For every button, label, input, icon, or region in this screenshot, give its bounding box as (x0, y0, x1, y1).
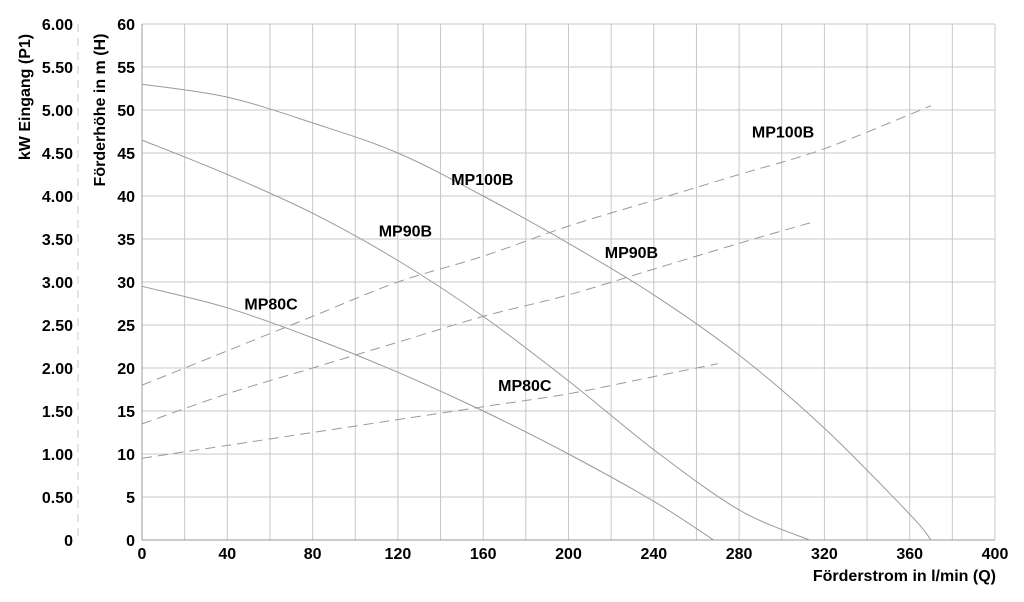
power-tick-label: 2.50 (42, 318, 73, 335)
x-tick-label: 120 (385, 546, 412, 563)
power-tick-label: 5.00 (42, 103, 73, 120)
curve-labels: MP100B MP90B MP80C MP100B MP90B MP80C (244, 125, 814, 396)
curve-mp90b-power (141, 221, 814, 425)
head-tick-label: 30 (117, 275, 135, 292)
head-tick-label: 50 (117, 103, 135, 120)
chart-grid (141, 23, 996, 541)
x-tick-label: 400 (982, 546, 1009, 563)
curve-mp90b-head (141, 139, 810, 541)
head-tick-label: 45 (117, 146, 135, 163)
power-tick-label: 4.00 (42, 189, 73, 206)
power-tick-label: 3.50 (42, 232, 73, 249)
x-tick-label: 0 (138, 546, 147, 563)
power-tick-label: 4.50 (42, 146, 73, 163)
power-tick-label: 5.50 (42, 60, 73, 77)
power-tick-label: 6.00 (42, 17, 73, 34)
curve-mp100b-power (141, 105, 932, 386)
head-tick-label: 10 (117, 447, 135, 464)
head-tick-label: 40 (117, 189, 135, 206)
curve-label-mp100b: MP100B (752, 125, 814, 142)
head-tick-label: 0 (126, 533, 135, 550)
head-axis-title: Förderhöhe in m (H) (92, 34, 109, 187)
x-axis-ticks: 0 40 80 120 160 200 240 280 320 360 400 (138, 546, 1009, 563)
x-tick-label: 200 (555, 546, 582, 563)
head-tick-label: 55 (117, 60, 135, 77)
head-tick-label: 15 (117, 404, 135, 421)
power-tick-label: 1.50 (42, 404, 73, 421)
curve-label-mp80c: MP80C (498, 378, 552, 395)
head-axis-ticks: 0 5 10 15 20 25 30 35 40 45 50 55 60 (117, 17, 135, 550)
x-tick-label: 280 (726, 546, 753, 563)
x-tick-label: 40 (218, 546, 236, 563)
x-tick-label: 240 (640, 546, 667, 563)
power-tick-label: 1.00 (42, 447, 73, 464)
x-axis-title: Förderstrom in l/min (Q) (813, 568, 996, 585)
chart-curves (141, 83, 932, 541)
power-axis-title: kW Eingang (P1) (17, 34, 34, 160)
curve-mp80c-power (141, 363, 718, 459)
power-tick-label: 2.00 (42, 361, 73, 378)
head-tick-label: 35 (117, 232, 135, 249)
x-tick-label: 320 (811, 546, 838, 563)
x-tick-label: 80 (304, 546, 322, 563)
power-tick-label: 3.00 (42, 275, 73, 292)
power-tick-label: 0.50 (42, 490, 73, 507)
curve-mp80c-head (141, 285, 714, 541)
curve-label-mp80c: MP80C (244, 297, 298, 314)
head-tick-label: 20 (117, 361, 135, 378)
head-tick-label: 25 (117, 318, 135, 335)
power-tick-label: 0 (64, 533, 73, 550)
head-tick-label: 60 (117, 17, 135, 34)
curve-label-mp100b: MP100B (451, 172, 513, 189)
curve-label-mp90b: MP90B (379, 223, 432, 240)
x-tick-label: 360 (896, 546, 923, 563)
x-tick-label: 160 (470, 546, 497, 563)
head-tick-label: 5 (126, 490, 135, 507)
curve-mp100b-head (141, 83, 932, 541)
power-axis-ticks: 0 0.50 1.00 1.50 2.00 2.50 3.00 3.50 4.00 4.50 5.0… (42, 17, 73, 550)
curve-label-mp90b: MP90B (605, 245, 658, 262)
